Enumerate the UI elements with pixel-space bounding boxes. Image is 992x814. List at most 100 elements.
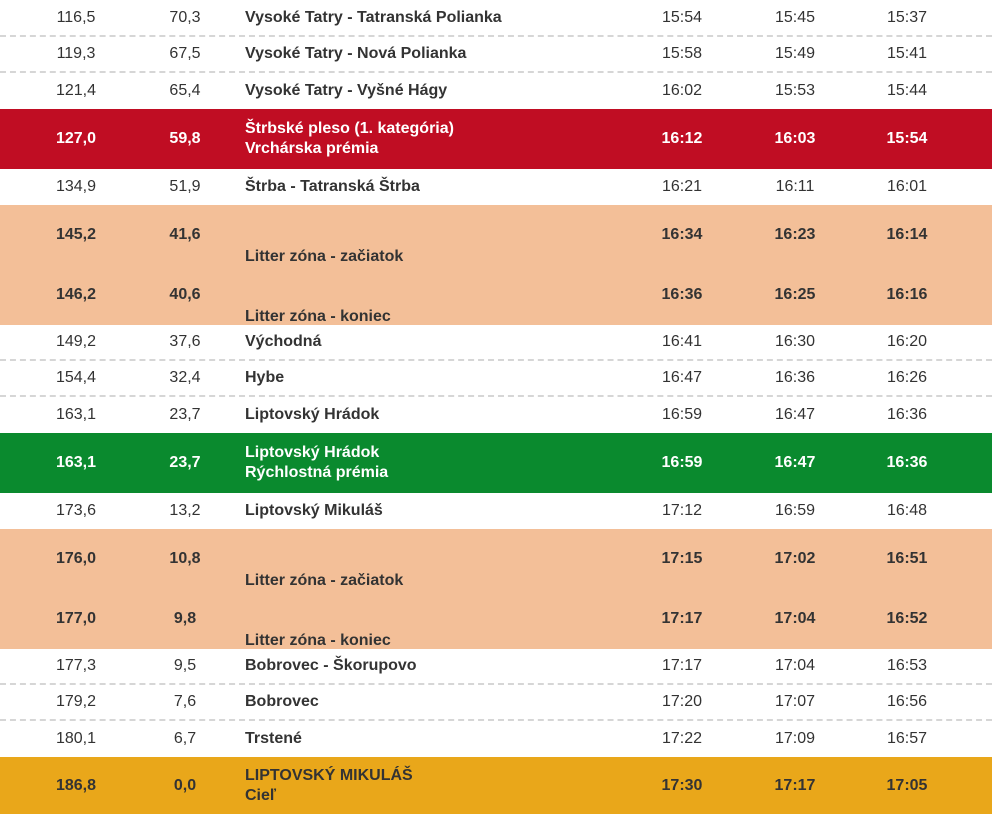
km-cell: 177,0 <box>55 610 97 627</box>
time-cell-slow: 16:52 <box>886 610 928 627</box>
table-row: 177,0 9,8 Litter zóna - koniec 17:17 17:04 16… <box>0 589 992 649</box>
km-cell: 146,2 <box>55 286 97 303</box>
table-row: 134,9 51,9 Štrba - Tatranská Štrba 16:21 16:… <box>0 169 992 205</box>
time-cell-fast: 16:21 <box>661 178 703 195</box>
km-cell: 180,1 <box>55 730 97 747</box>
table-row: 145,2 41,6 Litter zóna - začiatok 16:34 16:2… <box>0 205 992 265</box>
table-row: 154,4 32,4 Hybe 16:47 16:36 16:26 <box>0 361 992 397</box>
place-name: Vysoké Tatry - Nová Polianka <box>245 45 467 62</box>
km-cell: 176,0 <box>55 550 97 567</box>
remaining-km-cell: 67,5 <box>169 45 201 62</box>
place-name: Liptovský Mikuláš <box>245 502 383 519</box>
remaining-km-cell: 0,0 <box>173 776 197 794</box>
place-name: Vysoké Tatry - Tatranská Polianka <box>245 8 502 26</box>
table-row: 146,2 40,6 Litter zóna - koniec 16:36 16:25 1… <box>0 265 992 325</box>
time-cell-slow: 16:14 <box>886 226 928 243</box>
time-cell-slow: 15:41 <box>886 45 928 62</box>
place-name: Hybe <box>245 369 285 386</box>
time-cell-fast: 17:17 <box>661 610 703 627</box>
place-cell: Trstené <box>245 721 645 757</box>
place-name: Východná <box>245 333 322 350</box>
time-cell-medium: 15:53 <box>774 82 816 99</box>
km-cell: 179,2 <box>55 693 97 710</box>
place-cell: Litter zóna - koniec <box>245 589 645 671</box>
table-row: 149,2 37,6 Východná 16:41 16:30 16:20 <box>0 325 992 361</box>
km-cell: 154,4 <box>55 369 97 386</box>
km-cell: 134,9 <box>55 178 97 195</box>
time-cell-slow: 16:56 <box>886 693 928 710</box>
time-cell-medium: 16:59 <box>774 502 816 519</box>
time-cell-medium: 17:04 <box>774 657 816 674</box>
time-cell-fast: 17:12 <box>661 502 703 519</box>
km-cell: 173,6 <box>55 502 97 519</box>
table-row: 121,4 65,4 Vysoké Tatry - Vyšné Hágy 16:02 1… <box>0 73 992 109</box>
place-name: Vysoké Tatry - Vyšné Hágy <box>245 82 448 99</box>
place-cell: Vysoké Tatry - Vyšné Hágy <box>245 73 645 109</box>
time-cell-medium: 15:49 <box>774 45 816 62</box>
place-cell: Vysoké Tatry - Tatranská Polianka <box>245 0 645 35</box>
table-row: 180,1 6,7 Trstené 17:22 17:09 16:57 <box>0 721 992 757</box>
time-cell-slow: 16:01 <box>886 178 928 195</box>
time-cell-medium: 16:30 <box>774 333 816 350</box>
table-row: 179,2 7,6 Bobrovec 17:20 17:07 16:56 <box>0 685 992 721</box>
table-row: 177,3 9,5 Bobrovec - Škorupovo 17:17 17:04 16… <box>0 649 992 685</box>
place-cell: Liptovský Hrádok <box>245 397 645 433</box>
time-cell-fast: 16:34 <box>661 226 703 243</box>
km-cell: 186,8 <box>55 776 97 794</box>
time-cell-slow: 16:16 <box>886 286 928 303</box>
time-cell-slow: 15:54 <box>886 130 928 147</box>
time-cell-fast: 17:17 <box>661 657 703 674</box>
time-cell-fast: 17:20 <box>661 693 703 710</box>
place-cell: Liptovský Mikuláš <box>245 493 645 529</box>
time-cell-slow: 16:20 <box>886 333 928 350</box>
remaining-km-cell: 10,8 <box>169 550 201 567</box>
place-name: Bobrovec <box>245 693 319 710</box>
table-row: 127,0 59,8 Štrbské pleso (1. kategória) Vrc… <box>0 109 992 169</box>
km-cell: 127,0 <box>55 130 97 147</box>
time-cell-medium: 16:03 <box>774 130 816 147</box>
remaining-km-cell: 41,6 <box>169 226 201 243</box>
remaining-km-cell: 51,9 <box>169 178 201 195</box>
time-cell-fast: 17:15 <box>661 550 703 567</box>
time-cell-slow: 16:26 <box>886 369 928 386</box>
place-cell: Štrba - Tatranská Štrba <box>245 169 645 205</box>
place-name: Štrbské pleso (1. kategória) <box>245 120 454 137</box>
km-cell: 163,1 <box>55 406 97 423</box>
table-row: 116,5 70,3 Vysoké Tatry - Tatranská Polian… <box>0 0 992 37</box>
remaining-km-cell: 23,7 <box>169 406 201 423</box>
time-cell-fast: 16:59 <box>661 406 703 423</box>
time-cell-slow: 16:36 <box>886 406 928 423</box>
time-cell-medium: 17:02 <box>774 550 816 567</box>
time-cell-fast: 16:47 <box>661 369 703 386</box>
time-cell-fast: 15:58 <box>661 45 703 62</box>
remaining-km-cell: 65,4 <box>169 82 201 99</box>
place-cell: LIPTOVSKÝ MIKULÁŠ Cieľ <box>245 757 645 814</box>
place-name: Litter zóna - začiatok <box>245 248 404 265</box>
place-name: Trstené <box>245 730 302 747</box>
place-cell: Vysoké Tatry - Nová Polianka <box>245 37 645 71</box>
place-cell: Litter zóna - začiatok <box>245 529 645 611</box>
remaining-km-cell: 32,4 <box>169 369 201 386</box>
remaining-km-cell: 9,8 <box>173 610 197 627</box>
table-row: 186,8 0,0 LIPTOVSKÝ MIKULÁŠ Cieľ 17:30 17:17 1… <box>0 757 992 814</box>
place-cell: Liptovský Hrádok Rýchlostná prémia <box>245 433 645 493</box>
km-cell: 177,3 <box>55 657 97 674</box>
km-cell: 116,5 <box>56 8 96 26</box>
place-name: LIPTOVSKÝ MIKULÁŠ <box>245 766 413 784</box>
time-cell-medium: 16:23 <box>774 226 816 243</box>
remaining-km-cell: 37,6 <box>169 333 201 350</box>
time-cell-slow: 16:36 <box>886 454 928 471</box>
remaining-km-cell: 23,7 <box>169 454 201 471</box>
km-cell: 163,1 <box>55 454 97 471</box>
km-cell: 145,2 <box>55 226 97 243</box>
time-cell-fast: 16:36 <box>661 286 703 303</box>
time-cell-medium: 17:07 <box>774 693 816 710</box>
time-cell-fast: 16:02 <box>661 82 703 99</box>
place-name: Liptovský Hrádok <box>245 444 380 461</box>
table-row: 163,1 23,7 Liptovský Hrádok Rýchlostná prém… <box>0 433 992 493</box>
remaining-km-cell: 59,8 <box>169 130 201 147</box>
table-row: 119,3 67,5 Vysoké Tatry - Nová Polianka 15:… <box>0 37 992 73</box>
time-cell-medium: 16:47 <box>774 406 816 423</box>
place-note: Cieľ <box>245 786 277 804</box>
